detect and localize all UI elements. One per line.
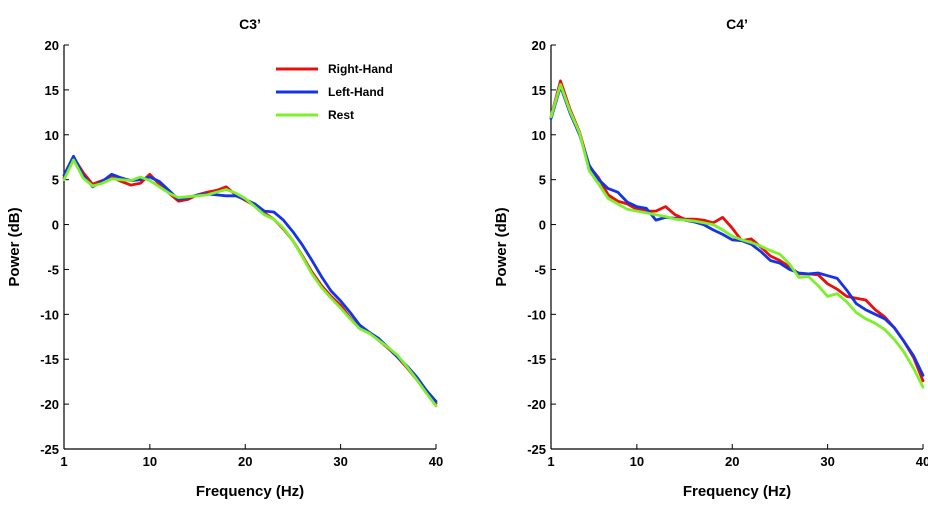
y-tick-label: -20	[40, 397, 59, 412]
y-tick-label: 0	[539, 218, 546, 233]
series-line-rest	[62, 158, 438, 408]
y-tick-label: -5	[47, 262, 59, 277]
x-tick-label: 20	[238, 454, 252, 469]
y-tick-label: 20	[45, 38, 59, 53]
y-tick-label: -25	[527, 442, 546, 457]
x-tick-label: 30	[820, 454, 834, 469]
series-line-left-hand	[62, 154, 438, 403]
y-tick-label: 0	[52, 218, 59, 233]
legend: Right-Hand Left-Hand Rest	[276, 62, 393, 122]
chart-panel-2: C4’ 20 15 10 5 0 -5 -10 -15 -20 -251 10 20 30 40 Freque…	[493, 16, 928, 500]
x-tick-label: 10	[143, 454, 157, 469]
y-tick-label: -5	[534, 262, 546, 277]
y-tick-label: -20	[527, 397, 546, 412]
x-axis-label: Frequency (Hz)	[683, 483, 791, 500]
legend-label: Rest	[328, 108, 354, 122]
y-axis-label: Power (dB)	[493, 207, 510, 286]
y-tick-label: 15	[45, 83, 59, 98]
x-tick-label: 20	[725, 454, 739, 469]
y-tick-label: 5	[52, 173, 59, 188]
y-axis-label: Power (dB)	[6, 207, 23, 286]
y-tick-label: -15	[527, 352, 546, 367]
y-tick-label: -15	[40, 352, 59, 367]
series-line-right-hand	[62, 155, 438, 405]
legend-label: Left-Hand	[328, 85, 384, 99]
x-tick-label: 30	[333, 454, 347, 469]
y-tick-label: 20	[532, 38, 546, 53]
y-tick-label: -10	[40, 307, 59, 322]
series-line-left-hand	[549, 84, 925, 377]
chart-panel-1: C3’ 20 15 10 5 0 -5 -10 -15 -20 -251 10 20 30 40 Freque…	[6, 16, 443, 500]
series-line-rest	[549, 83, 925, 389]
y-tick-label: 15	[532, 83, 546, 98]
x-tick-label: 10	[630, 454, 644, 469]
x-tick-label: 40	[429, 454, 443, 469]
y-tick-label: 5	[539, 173, 546, 188]
series-line-right-hand	[549, 79, 925, 383]
y-tick-label: 10	[45, 128, 59, 143]
x-tick-label: 1	[547, 454, 554, 469]
x-axis-label: Frequency (Hz)	[196, 483, 304, 500]
chart-title: C3’	[239, 16, 261, 32]
x-tick-label: 1	[60, 454, 67, 469]
y-tick-label: -25	[40, 442, 59, 457]
chart-title: C4’	[726, 16, 748, 32]
y-tick-label: -10	[527, 307, 546, 322]
y-tick-label: 10	[532, 128, 546, 143]
x-tick-label: 40	[916, 454, 928, 469]
legend-label: Right-Hand	[328, 62, 393, 76]
